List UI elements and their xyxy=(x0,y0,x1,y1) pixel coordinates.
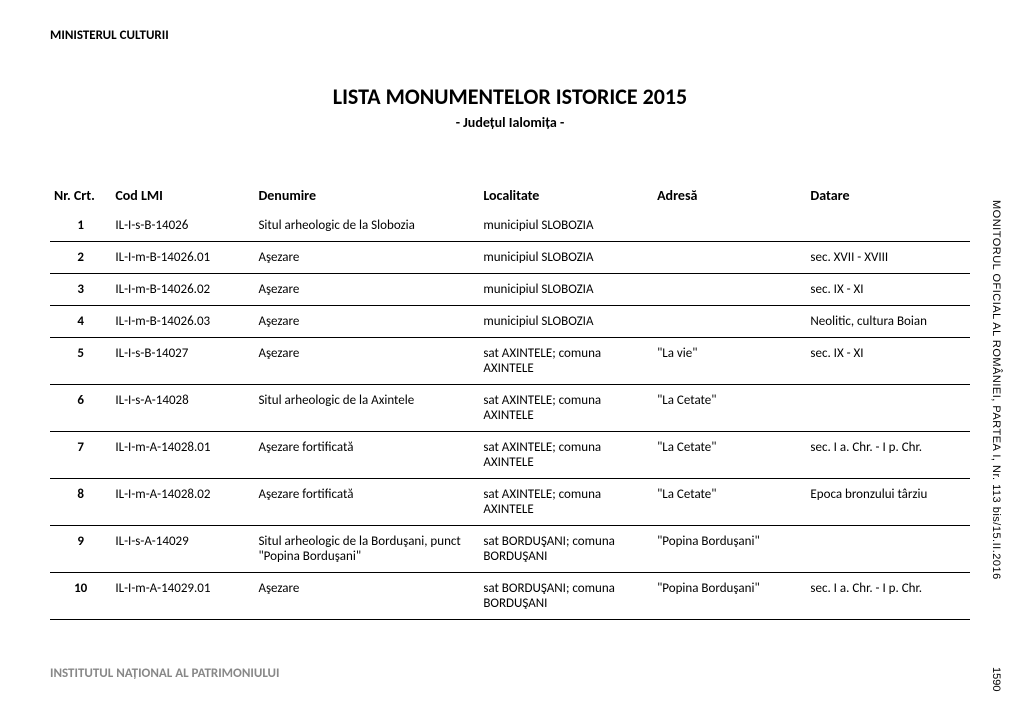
cell-cod: IL-I-m-A-14028.02 xyxy=(111,479,254,526)
cell-nr: 9 xyxy=(50,526,111,573)
cell-denumire: Situl arheologic de la Borduşani, punct … xyxy=(254,526,479,573)
cell-datare xyxy=(806,210,970,242)
cell-denumire: Aşezare xyxy=(254,274,479,306)
cell-nr: 3 xyxy=(50,274,111,306)
cell-datare xyxy=(806,385,970,432)
cell-cod: IL-I-m-B-14026.02 xyxy=(111,274,254,306)
cell-cod: IL-I-s-B-14027 xyxy=(111,338,254,385)
ministry-header: MINISTERUL CULTURII xyxy=(50,28,970,43)
table-header-row: Nr. Crt. Cod LMI Denumire Localitate Adr… xyxy=(50,181,970,210)
monuments-table: Nr. Crt. Cod LMI Denumire Localitate Adr… xyxy=(50,181,970,620)
table-row: 9IL-I-s-A-14029Situl arheologic de la Bo… xyxy=(50,526,970,573)
cell-localitate: municipiul SLOBOZIA xyxy=(479,210,653,242)
col-denumire: Denumire xyxy=(254,181,479,210)
cell-adresa: "La Cetate" xyxy=(653,432,806,479)
page-title: LISTA MONUMENTELOR ISTORICE 2015 xyxy=(50,83,970,110)
cell-datare xyxy=(806,526,970,573)
cell-cod: IL-I-s-B-14026 xyxy=(111,210,254,242)
table-row: 3IL-I-m-B-14026.02Aşezaremunicipiul SLOB… xyxy=(50,274,970,306)
table-row: 2IL-I-m-B-14026.01Aşezaremunicipiul SLOB… xyxy=(50,242,970,274)
cell-cod: IL-I-m-B-14026.01 xyxy=(111,242,254,274)
cell-datare: Neolitic, cultura Boian xyxy=(806,306,970,338)
col-cod: Cod LMI xyxy=(111,181,254,210)
cell-localitate: sat AXINTELE; comuna AXINTELE xyxy=(479,385,653,432)
cell-adresa xyxy=(653,210,806,242)
cell-localitate: sat BORDUŞANI; comuna BORDUŞANI xyxy=(479,526,653,573)
cell-datare: sec. IX - XI xyxy=(806,338,970,385)
institute-footer: INSTITUTUL NAȚIONAL AL PATRIMONIULUI xyxy=(50,666,279,681)
cell-nr: 2 xyxy=(50,242,111,274)
table-row: 5IL-I-s-B-14027Aşezaresat AXINTELE; comu… xyxy=(50,338,970,385)
cell-datare: sec. XVII - XVIII xyxy=(806,242,970,274)
cell-denumire: Aşezare xyxy=(254,573,479,620)
col-localitate: Localitate xyxy=(479,181,653,210)
col-datare: Datare xyxy=(806,181,970,210)
cell-nr: 6 xyxy=(50,385,111,432)
cell-nr: 1 xyxy=(50,210,111,242)
cell-cod: IL-I-s-A-14028 xyxy=(111,385,254,432)
cell-denumire: Aşezare xyxy=(254,242,479,274)
table-row: 8IL-I-m-A-14028.02Aşezare fortificatăsat… xyxy=(50,479,970,526)
cell-datare: sec. I a. Chr. - I p. Chr. xyxy=(806,432,970,479)
cell-nr: 7 xyxy=(50,432,111,479)
table-row: 6IL-I-s-A-14028Situl arheologic de la Ax… xyxy=(50,385,970,432)
cell-localitate: sat BORDUŞANI; comuna BORDUŞANI xyxy=(479,573,653,620)
cell-adresa xyxy=(653,274,806,306)
cell-localitate: municipiul SLOBOZIA xyxy=(479,274,653,306)
cell-adresa xyxy=(653,306,806,338)
cell-adresa xyxy=(653,242,806,274)
table-row: 7IL-I-m-A-14028.01Aşezare fortificatăsat… xyxy=(50,432,970,479)
cell-adresa: "La Cetate" xyxy=(653,385,806,432)
cell-adresa: "Popina Borduşani" xyxy=(653,526,806,573)
cell-datare: Epoca bronzului târziu xyxy=(806,479,970,526)
cell-localitate: municipiul SLOBOZIA xyxy=(479,306,653,338)
cell-localitate: sat AXINTELE; comuna AXINTELE xyxy=(479,432,653,479)
cell-adresa: "La vie" xyxy=(653,338,806,385)
page-subtitle: - Județul Ialomița - xyxy=(50,114,970,131)
table-row: 1IL-I-s-B-14026Situl arheologic de la Sl… xyxy=(50,210,970,242)
cell-localitate: municipiul SLOBOZIA xyxy=(479,242,653,274)
cell-datare: sec. I a. Chr. - I p. Chr. xyxy=(806,573,970,620)
table-row: 4IL-I-m-B-14026.03Aşezaremunicipiul SLOB… xyxy=(50,306,970,338)
cell-denumire: Situl arheologic de la Axintele xyxy=(254,385,479,432)
cell-datare: sec. IX - XI xyxy=(806,274,970,306)
cell-nr: 8 xyxy=(50,479,111,526)
cell-localitate: sat AXINTELE; comuna AXINTELE xyxy=(479,479,653,526)
cell-adresa: "Popina Borduşani" xyxy=(653,573,806,620)
cell-nr: 10 xyxy=(50,573,111,620)
cell-cod: IL-I-m-B-14026.03 xyxy=(111,306,254,338)
cell-denumire: Aşezare xyxy=(254,306,479,338)
cell-nr: 4 xyxy=(50,306,111,338)
cell-denumire: Aşezare fortificată xyxy=(254,479,479,526)
cell-nr: 5 xyxy=(50,338,111,385)
cell-cod: IL-I-m-A-14028.01 xyxy=(111,432,254,479)
cell-adresa: "La Cetate" xyxy=(653,479,806,526)
cell-cod: IL-I-m-A-14029.01 xyxy=(111,573,254,620)
cell-denumire: Situl arheologic de la Slobozia xyxy=(254,210,479,242)
cell-localitate: sat AXINTELE; comuna AXINTELE xyxy=(479,338,653,385)
table-row: 10IL-I-m-A-14029.01Aşezaresat BORDUŞANI;… xyxy=(50,573,970,620)
cell-cod: IL-I-s-A-14029 xyxy=(111,526,254,573)
col-nr: Nr. Crt. xyxy=(50,181,111,210)
page-number: 1590 xyxy=(990,667,1002,691)
cell-denumire: Aşezare xyxy=(254,338,479,385)
publication-side-text: MONITORUL OFICIAL AL ROMÂNIEI, PARTEA I,… xyxy=(990,200,1002,580)
col-adresa: Adresă xyxy=(653,181,806,210)
cell-denumire: Aşezare fortificată xyxy=(254,432,479,479)
